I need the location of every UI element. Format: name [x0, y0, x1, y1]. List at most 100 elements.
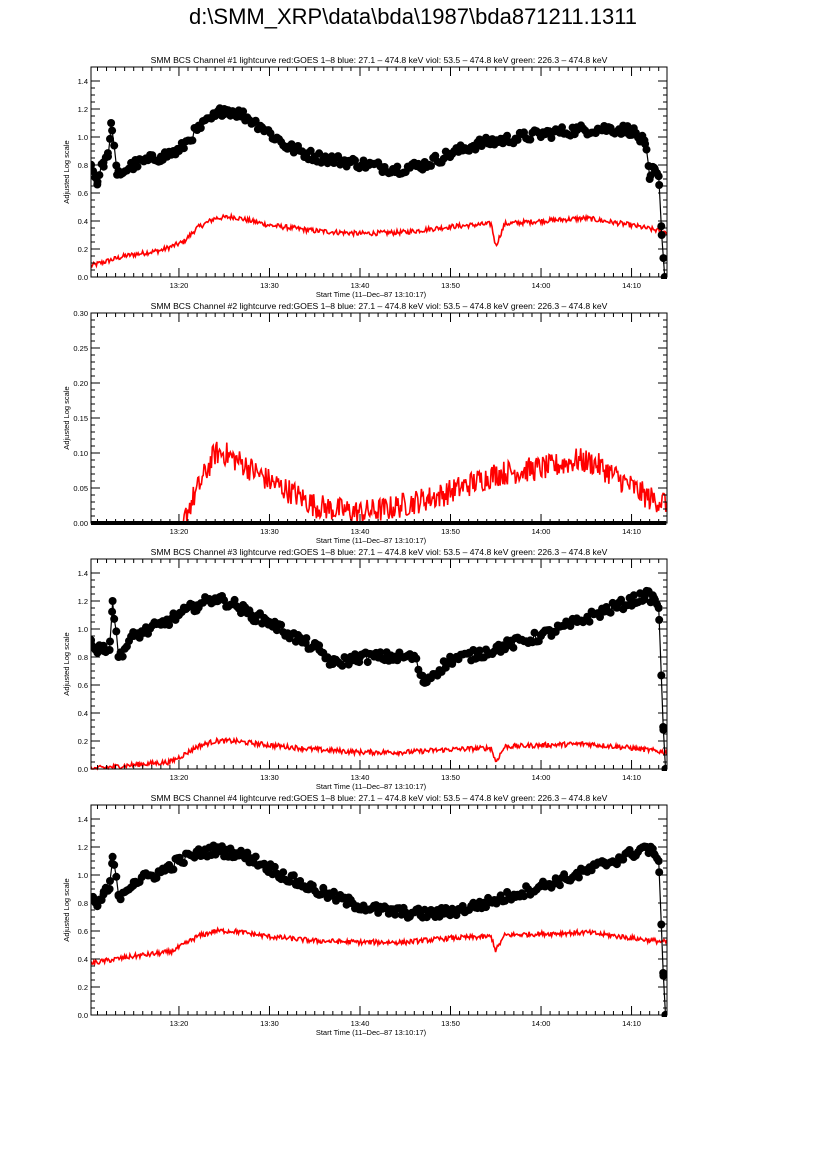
data-point [659, 725, 667, 734]
y-tick-label: 1.4 [78, 815, 88, 824]
data-point [251, 116, 260, 125]
data-point [657, 222, 666, 231]
data-point [530, 628, 539, 637]
x-tick-label: 13:20 [170, 527, 189, 536]
x-tick-label: 13:30 [260, 773, 279, 782]
x-tick-label: 13:50 [441, 281, 460, 290]
data-point [585, 617, 594, 626]
data-point [555, 881, 564, 890]
data-point [152, 873, 161, 882]
chart-title: SMM BCS Channel #1 lightcurve red:GOES 1… [151, 55, 608, 65]
data-point [558, 123, 566, 132]
data-point [351, 156, 359, 165]
x-tick-label: 13:50 [441, 773, 460, 782]
data-point [95, 171, 104, 180]
data-point [104, 152, 112, 161]
series-goes-line [91, 441, 667, 524]
y-tick-label: 1.2 [78, 105, 88, 114]
data-point [93, 901, 102, 910]
y-tick-label: 0.6 [78, 681, 88, 690]
x-tick-label: 14:00 [532, 1019, 551, 1028]
data-point [188, 136, 197, 145]
y-tick-label: 0.4 [78, 217, 88, 226]
data-point [606, 608, 615, 617]
y-tick-label: 0.4 [78, 955, 88, 964]
data-point [503, 131, 512, 140]
data-point [660, 273, 667, 279]
y-tick-label: 1.2 [78, 597, 88, 606]
data-point [338, 661, 347, 670]
data-point [427, 161, 435, 170]
data-point [105, 885, 114, 893]
data-point [99, 162, 108, 171]
data-point [108, 597, 117, 605]
data-point [376, 648, 385, 657]
data-point [106, 134, 114, 143]
chart-title: SMM BCS Channel #2 lightcurve red:GOES 1… [151, 301, 608, 311]
data-point [277, 620, 286, 629]
x-tick-label: 14:00 [532, 773, 551, 782]
data-point [509, 643, 518, 652]
series-goes-line [91, 926, 667, 967]
y-tick-label: 1.4 [78, 77, 88, 86]
y-tick-label: 0.8 [78, 899, 88, 908]
data-point [230, 595, 239, 604]
data-point [302, 634, 311, 643]
page-title: d:\SMM_XRP\data\bda\1987\bda871211.1311 [188, 4, 638, 29]
x-tick-label: 14:00 [532, 527, 551, 536]
data-point [196, 124, 205, 132]
data-point [520, 892, 528, 901]
data-point [289, 871, 298, 880]
y-tick-label: 0.2 [78, 983, 88, 992]
data-point [655, 868, 664, 877]
data-point [329, 887, 338, 896]
data-point [116, 895, 125, 904]
data-point [661, 765, 667, 771]
x-axis-label: Start Time (11–Dec–87 13:10:17) [316, 536, 427, 545]
data-point [655, 615, 664, 624]
y-axis-label: Adjusted Log scale [62, 878, 71, 941]
series-goes-line [91, 212, 667, 269]
data-point [106, 637, 114, 646]
x-tick-label: 13:30 [260, 1019, 279, 1028]
data-point [105, 646, 114, 654]
y-tick-label: 1.4 [78, 569, 88, 578]
y-tick-label: 0.6 [78, 189, 88, 198]
x-tick-label: 13:40 [351, 773, 370, 782]
data-point [285, 877, 294, 886]
data-point [642, 145, 651, 154]
data-point [106, 877, 114, 885]
data-point [239, 107, 248, 116]
data-point [418, 671, 427, 680]
chart-panel-4: SMM BCS Channel #4 lightcurve red:GOES 1… [62, 793, 668, 1037]
data-point [179, 144, 188, 153]
data-point [108, 607, 117, 616]
x-tick-label: 13:50 [441, 527, 460, 536]
data-point [93, 177, 102, 186]
x-tick-label: 13:50 [441, 1019, 460, 1028]
x-axis-label: Start Time (11–Dec–87 13:10:17) [316, 1028, 427, 1037]
y-tick-label: 0.15 [73, 414, 88, 423]
data-point [654, 857, 663, 865]
y-tick-label: 0.0 [78, 1011, 88, 1020]
chart-panel-3: SMM BCS Channel #3 lightcurve red:GOES 1… [62, 547, 668, 791]
y-tick-label: 1.2 [78, 843, 88, 852]
data-point [110, 141, 119, 150]
x-tick-label: 13:20 [170, 1019, 189, 1028]
series-goes-line [91, 736, 667, 771]
plot-area [91, 586, 667, 771]
data-point [91, 167, 98, 176]
y-tick-label: 0.10 [73, 449, 88, 458]
x-tick-label: 13:20 [170, 281, 189, 290]
data-point [107, 119, 116, 127]
data-point [243, 848, 252, 857]
data-point [169, 865, 178, 874]
y-tick-label: 0.2 [78, 245, 88, 254]
x-tick-label: 13:40 [351, 1019, 370, 1028]
chart-panel-2: SMM BCS Channel #2 lightcurve red:GOES 1… [62, 301, 668, 545]
y-tick-label: 0.8 [78, 161, 88, 170]
data-point [657, 920, 666, 929]
data-point [657, 231, 666, 239]
data-point [363, 658, 372, 667]
